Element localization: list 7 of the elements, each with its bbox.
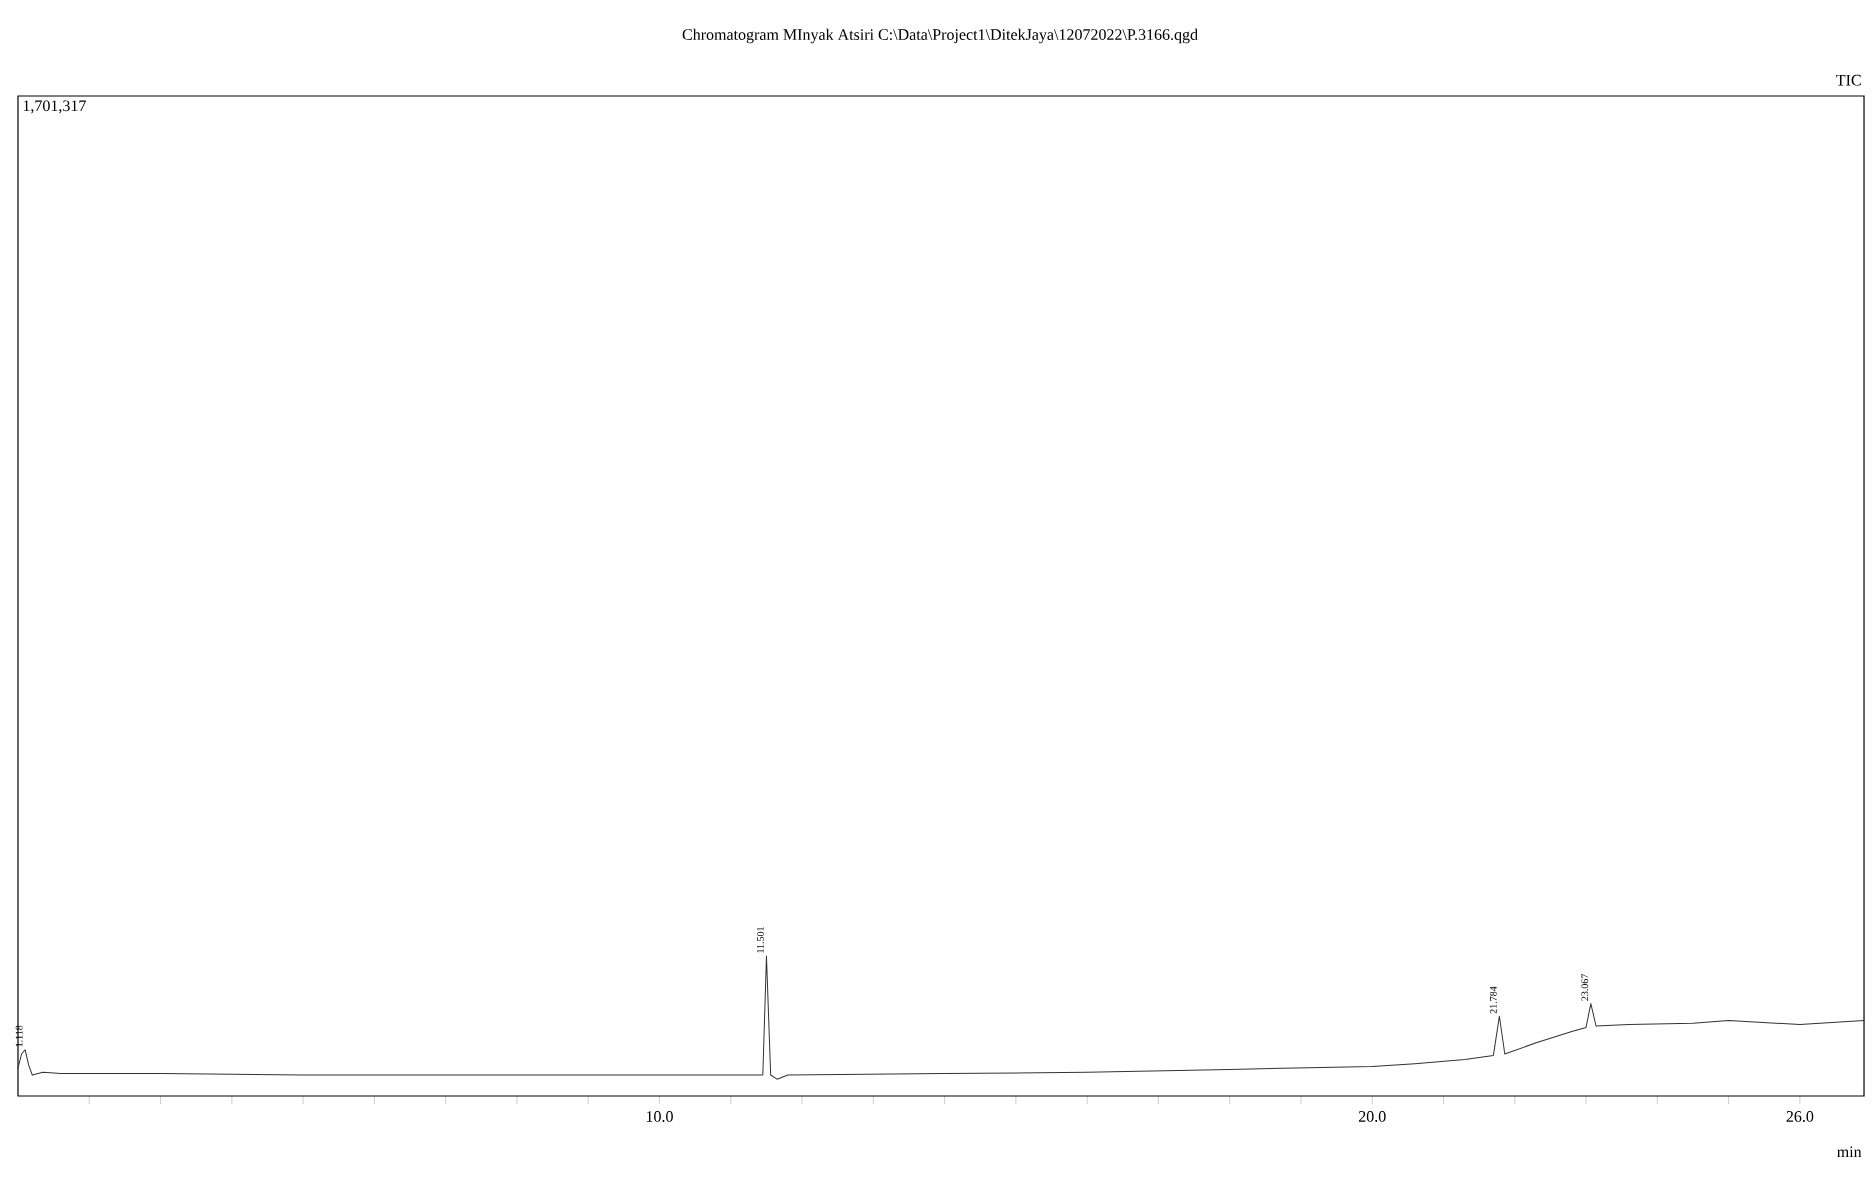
text: TIC: [1836, 74, 1861, 86]
text: 1,701,317: [23, 100, 86, 114]
x-axis-title: min: [1837, 1146, 1862, 1157]
x-tick-label: 10.0: [646, 1111, 673, 1122]
x-tick-label: 20.0: [1358, 1111, 1386, 1122]
x-tick-label: 26.0: [1786, 1111, 1814, 1122]
chart-title: Chromatogram MInyak Atsiri C:\Data\Project1\DitekJaya\12072022\P.3166.qgd: [682, 28, 1198, 44]
